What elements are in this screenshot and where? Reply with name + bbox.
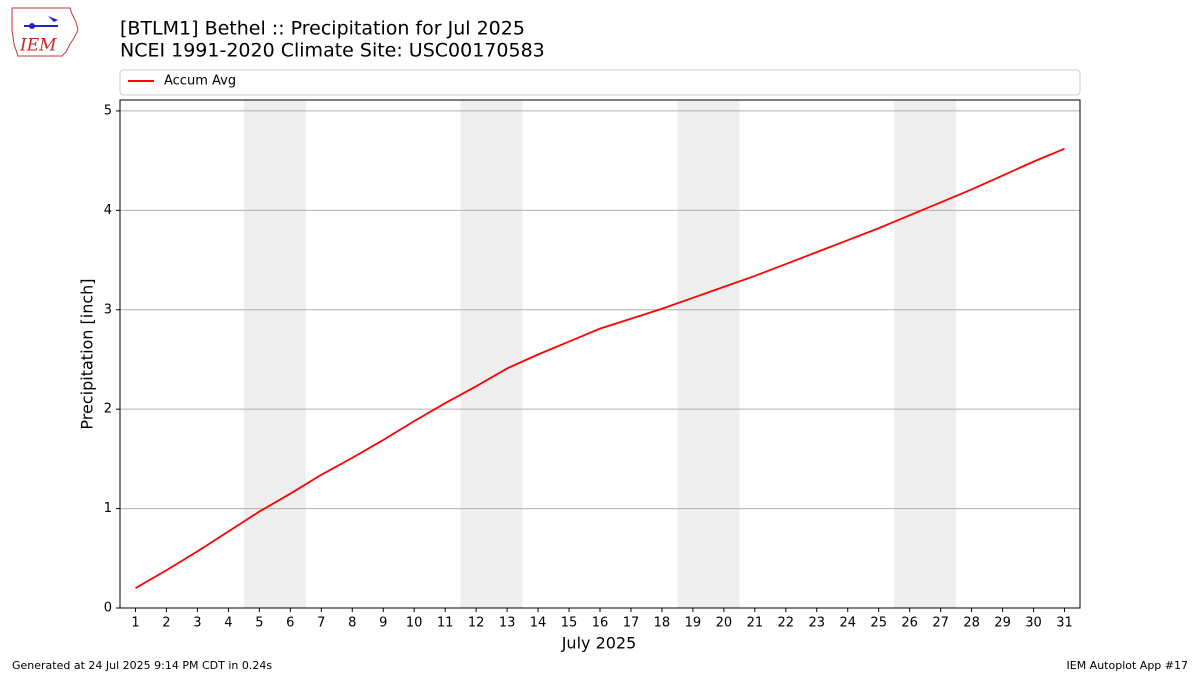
x-tick-label: 29	[994, 616, 1011, 631]
weekend-shade	[460, 100, 523, 608]
line	[135, 147, 1065, 589]
chart-title: [BTLM1] Bethel :: Precipitation for Jul …	[120, 18, 525, 40]
y-tick-label: 2	[104, 402, 112, 417]
x-tick-label: 15	[561, 616, 578, 631]
x-tick-label: 5	[255, 616, 263, 631]
x-tick-label: 6	[286, 616, 294, 631]
x-tick-label: 18	[654, 616, 671, 631]
x-tick-label: 10	[406, 616, 423, 631]
plot-frame	[119, 99, 1081, 609]
weekend-shade	[677, 100, 740, 608]
y-tick-label: 1	[104, 501, 112, 516]
weekend-shade	[894, 100, 957, 608]
weekend-shade	[243, 100, 306, 608]
x-tick-label: 24	[839, 616, 856, 631]
x-tick-label: 8	[348, 616, 356, 631]
y-tick-label: 0	[104, 601, 112, 616]
x-tick-label: 28	[963, 616, 980, 631]
x-tick-label: 7	[317, 616, 325, 631]
legend-label: Accum Avg	[164, 74, 236, 89]
legend-box	[119, 69, 1081, 96]
y-tick-label: 3	[104, 302, 112, 317]
x-tick-label: 9	[379, 616, 387, 631]
x-tick-label: 3	[193, 616, 201, 631]
y-tick-label: 4	[104, 203, 112, 218]
x-tick-label: 26	[901, 616, 918, 631]
x-tick-label: 4	[224, 616, 232, 631]
x-tick-label: 11	[437, 616, 454, 631]
x-tick-label: 19	[685, 616, 702, 631]
x-tick-label: 17	[623, 616, 640, 631]
x-tick-label: 14	[530, 616, 547, 631]
x-tick-label: 23	[809, 616, 826, 631]
logo-text: IEM	[19, 36, 57, 56]
logo-outline	[11, 7, 79, 57]
x-tick-label: 16	[592, 616, 609, 631]
logo-icon	[29, 23, 35, 29]
chart-subtitle: NCEI 1991-2020 Climate Site: USC00170583	[120, 40, 545, 62]
x-tick-label: 12	[468, 616, 485, 631]
x-tick-label: 2	[162, 616, 170, 631]
footer-right: IEM Autoplot App #17	[1067, 659, 1189, 672]
logo-icon	[48, 16, 58, 22]
x-tick-label: 21	[747, 616, 764, 631]
y-axis-label: Precipitation [inch]	[78, 278, 97, 429]
x-tick-label: 27	[932, 616, 949, 631]
x-tick-label: 20	[716, 616, 733, 631]
x-tick-label: 30	[1025, 616, 1042, 631]
x-tick-label: 1	[131, 616, 139, 631]
footer-left: Generated at 24 Jul 2025 9:14 PM CDT in …	[12, 659, 272, 672]
x-tick-label: 22	[778, 616, 795, 631]
x-tick-label: 13	[499, 616, 516, 631]
x-axis-label: July 2025	[561, 634, 637, 653]
y-tick-label: 5	[104, 103, 112, 118]
x-tick-label: 25	[870, 616, 887, 631]
x-tick-label: 31	[1056, 616, 1073, 631]
logo: IEM	[11, 7, 79, 57]
